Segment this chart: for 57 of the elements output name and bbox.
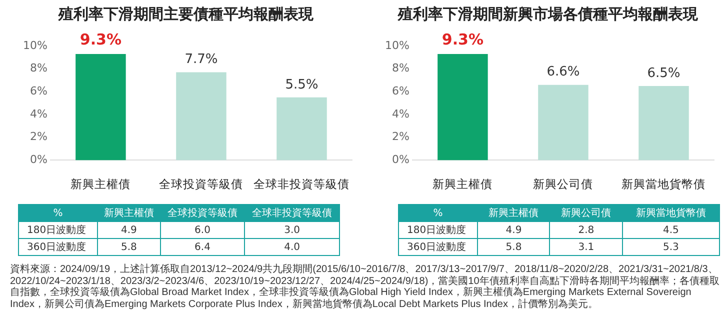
y-tick-label: 6% — [392, 84, 410, 98]
y-axis-title: % — [18, 204, 98, 222]
data-label: 4.0 — [244, 238, 340, 256]
x-tick-label: 新興當地貨幣債 — [622, 177, 706, 192]
data-label: 5.3 — [622, 238, 720, 256]
bar — [76, 54, 126, 160]
y-tick-label: 180日波動度 — [398, 222, 478, 238]
x-tick-label: 全球投資等級債 — [159, 177, 244, 192]
x-tick-label: 全球非投資等級債 — [254, 177, 350, 192]
y-tick-label: 180日波動度 — [18, 222, 98, 238]
data-label: 5.5% — [285, 77, 318, 92]
y-tick-label: 0% — [392, 153, 410, 166]
y-tick-label: 10% — [384, 38, 410, 52]
x-tick-label: 新興公司債 — [550, 204, 622, 222]
y-tick-label: 8% — [392, 62, 410, 75]
data-label: 7.7% — [184, 52, 218, 68]
y-tick-label: 6% — [30, 84, 48, 98]
data-label: 4.5 — [622, 222, 720, 238]
data-label: 4.9 — [98, 222, 160, 238]
x-tick-label: 新興主權債 — [70, 177, 131, 192]
y-tick-label: 2% — [30, 130, 48, 144]
data-label: 3.0 — [244, 222, 340, 238]
data-label: 6.4 — [160, 238, 245, 256]
data-label: 9.3% — [442, 30, 484, 48]
data-label: 3.1 — [550, 238, 622, 256]
bar — [176, 72, 226, 160]
data-label: 6.5% — [647, 66, 680, 81]
bar — [276, 97, 327, 160]
x-tick-label: 新興當地貨幣債 — [622, 204, 720, 222]
y-tick-label: 0% — [30, 153, 48, 166]
data-label: 4.9 — [478, 222, 550, 238]
data-label: 2.8 — [550, 222, 622, 238]
source-note: 資料來源：2024/09/19，上述計算係取自2013/12~2024/9共九段期間(2015/6/10~2016/7/8、2017/3/13~2017/9/7、2018/11/8~2020/2/28、2021/3/31~2021/8/3、2022/10/24~2023/1/18、2023/3/2~2023/4/6、2023/10/19~2023/12/27、2024/4/25~2024/9/18)，當美國10年債殖利率自高點下滑時各期間平均報酬率；各債種取自指數，全球投資等級債為Global Broad Market Index，全球非投資等級債為Global High Yield Index，新興主權債為Emerging Markets External Sovereign Index，新興公司債為Emerging Markets Corporate Plus Index，新興當地貨幣債為Local Debt Markets Plus Index，計價幣別為美元。 — [10, 264, 720, 310]
chart-title: 殖利率下滑期間主要債種平均報酬表現 — [58, 4, 314, 23]
bar — [638, 86, 689, 160]
y-tick-label: 360日波動度 — [398, 238, 478, 256]
x-tick-label: 新興主權債 — [432, 177, 493, 192]
y-tick-label: 360日波動度 — [18, 238, 98, 256]
data-label: 9.3% — [80, 30, 122, 48]
x-tick-label: 全球非投資等級債 — [244, 204, 340, 222]
x-tick-label: 新興公司債 — [533, 177, 594, 192]
y-tick-label: 10% — [22, 38, 48, 52]
x-tick-label: 新興主權債 — [478, 204, 550, 222]
data-label: 5.8 — [478, 238, 550, 256]
bar — [438, 54, 488, 160]
x-tick-label: 新興主權債 — [98, 204, 160, 222]
y-tick-label: 4% — [392, 107, 410, 120]
y-tick-label: 8% — [30, 62, 48, 75]
x-tick-label: 全球投資等級債 — [160, 204, 245, 222]
y-axis-title: % — [398, 204, 478, 222]
data-label: 6.0 — [160, 222, 245, 238]
bar — [538, 84, 588, 160]
data-label: 5.8 — [98, 238, 160, 256]
chart-title: 殖利率下滑期間新興市場各債種平均報酬表現 — [397, 4, 699, 23]
data-label: 6.6% — [546, 64, 580, 80]
y-tick-label: 4% — [30, 107, 48, 120]
y-tick-label: 2% — [392, 130, 410, 144]
